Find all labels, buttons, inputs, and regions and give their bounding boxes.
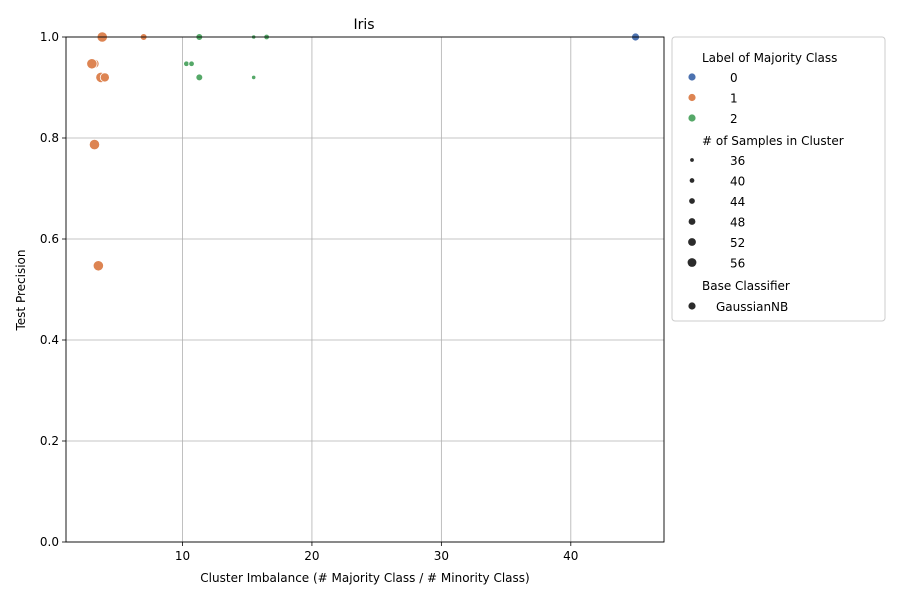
legend-frame — [671, 36, 886, 322]
legend-size-label: 56 — [730, 257, 745, 271]
x-axis-ticks: 10 20 30 40 — [175, 542, 578, 563]
legend-size-marker — [689, 178, 695, 183]
y-tick-label: 0.0 — [40, 535, 59, 549]
data-point-class-1 — [99, 72, 110, 83]
legend-hue-marker — [688, 114, 696, 122]
legend-style-label: GaussianNB — [716, 300, 788, 314]
y-axis-label: Test Precision — [14, 250, 28, 332]
legend-hue-label: 0 — [730, 71, 738, 85]
x-tick-label: 10 — [175, 549, 190, 563]
legend-size-entries: 36 40 44 48 52 56 — [687, 154, 745, 271]
y-tick-label: 1.0 — [40, 30, 59, 44]
x-axis-label: Cluster Imbalance (# Majority Class / # … — [200, 571, 529, 585]
legend-size-label: 52 — [730, 236, 745, 250]
legend-hue-label: 2 — [730, 112, 738, 126]
legend-size-label: 36 — [730, 154, 745, 168]
data-points — [86, 31, 640, 272]
legend-hue-title: Label of Majority Class — [702, 51, 837, 65]
y-tick-label: 0.2 — [40, 434, 59, 448]
legend-hue-marker — [688, 93, 696, 102]
data-point-class-2 — [195, 73, 204, 82]
y-tick-label: 0.6 — [40, 232, 59, 246]
data-point-class-1 — [92, 260, 104, 272]
legend-size-marker — [690, 158, 694, 162]
data-point-class-1 — [86, 58, 98, 70]
legend-size-marker — [687, 258, 697, 267]
data-point-class-1 — [88, 138, 101, 151]
legend-hue-entries: 0 1 2 — [688, 71, 738, 126]
x-tick-label: 40 — [563, 549, 578, 563]
y-axis-ticks: 0.0 0.2 0.4 0.6 0.8 1.0 — [40, 30, 66, 549]
y-tick-label: 0.8 — [40, 131, 59, 145]
legend-size-label: 40 — [730, 175, 745, 189]
legend-size-marker — [689, 198, 695, 204]
legend-size-label: 44 — [730, 195, 745, 209]
legend-hue-label: 1 — [730, 92, 738, 106]
legend-size-marker — [688, 218, 696, 225]
legend-size-marker — [688, 238, 696, 246]
legend-hue-marker — [688, 73, 696, 81]
y-tick-label: 0.4 — [40, 333, 59, 347]
legend-style-title: Base Classifier — [702, 279, 790, 293]
data-point-class-2 — [251, 74, 257, 81]
legend-size-label: 48 — [730, 216, 745, 230]
legend: Label of Majority Class 0 1 2 # of Samples… — [671, 36, 886, 322]
legend-size-title: # of Samples in Cluster — [702, 134, 844, 148]
data-point-class-2 — [183, 60, 190, 67]
legend-style-entries: GaussianNB — [688, 300, 788, 314]
grid-lines — [66, 36, 664, 543]
x-tick-label: 30 — [434, 549, 449, 563]
plot-frame — [65, 36, 665, 543]
data-point-class-2 — [188, 60, 195, 67]
legend-style-marker — [688, 302, 696, 310]
x-tick-label: 20 — [304, 549, 319, 563]
chart-title: Iris — [353, 17, 374, 33]
